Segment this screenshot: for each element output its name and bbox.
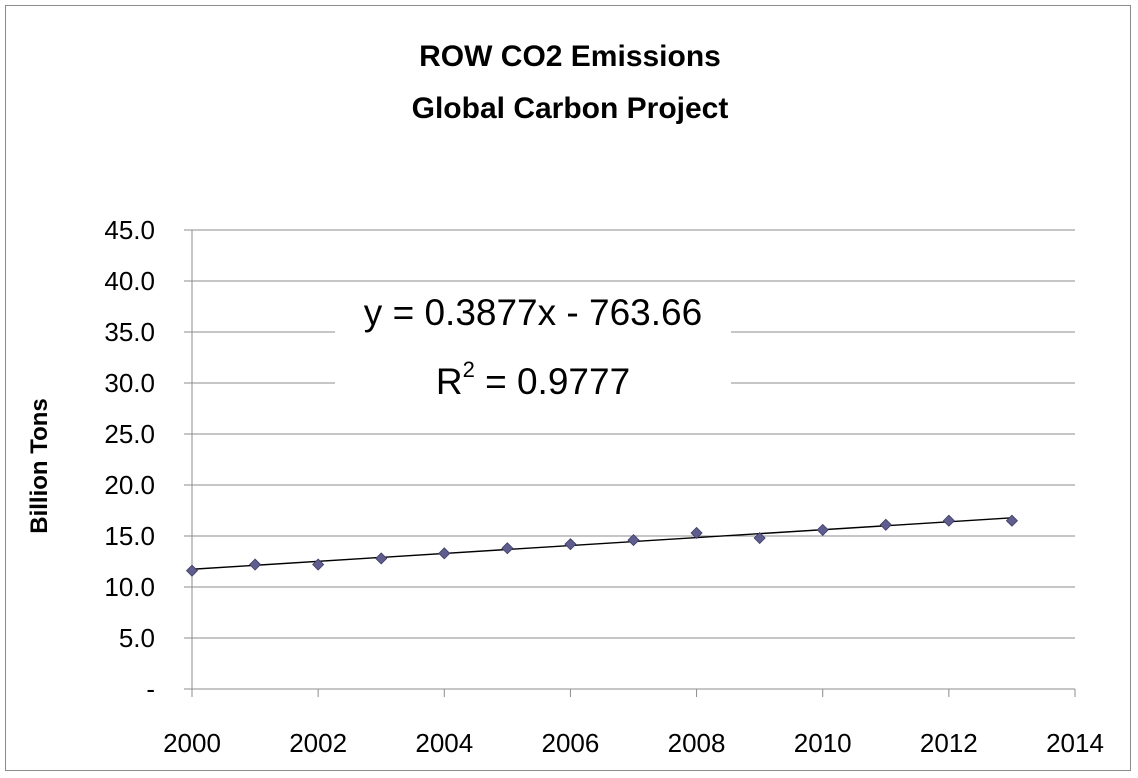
data-point	[1005, 514, 1018, 527]
data-point	[627, 534, 640, 547]
x-tick-label: 2010	[794, 728, 852, 758]
x-tick-label: 2014	[1046, 728, 1104, 758]
r-squared-symbol: R	[436, 361, 463, 402]
y-tick-label: 30.0	[104, 368, 155, 398]
chart-subtitle: Global Carbon Project	[412, 92, 729, 125]
linear-trendline	[191, 517, 1012, 570]
x-tick-label: 2006	[542, 728, 600, 758]
data-point	[942, 514, 955, 527]
y-tick-labels: - 5.0 10.0 15.0 20.0 25.0 30.0 35.0 40.0 45.0	[104, 215, 155, 704]
y-tick-label: 10.0	[104, 572, 155, 602]
y-tick-label: 20.0	[104, 470, 155, 500]
data-points	[185, 514, 1018, 577]
x-tick-label: 2004	[415, 728, 473, 758]
trendline-equation: y = 0.3877x - 763.66	[364, 292, 702, 333]
r-squared-label: R2 = 0.9777	[436, 357, 630, 402]
data-point	[438, 547, 451, 560]
chart-title: ROW CO2 Emissions	[419, 40, 721, 73]
data-point	[312, 558, 325, 571]
r-squared-value: = 0.9777	[475, 361, 630, 402]
data-point	[375, 552, 388, 565]
axes	[184, 229, 1076, 697]
y-tick-label: 15.0	[104, 521, 155, 551]
x-tick-label: 2008	[668, 728, 726, 758]
y-axis-title: Billion Tons	[26, 398, 53, 534]
data-point	[753, 531, 766, 545]
trendline-layer	[191, 517, 1012, 570]
x-tick-label: 2000	[163, 728, 221, 758]
y-tick-label: 35.0	[104, 317, 155, 347]
data-point	[564, 538, 577, 551]
data-point	[249, 558, 262, 571]
r-squared-exponent: 2	[463, 357, 475, 382]
x-tick-label: 2002	[289, 728, 347, 758]
y-tick-label: 40.0	[104, 266, 155, 296]
data-point	[879, 518, 892, 531]
data-point	[816, 523, 829, 536]
equation-label-background	[335, 286, 731, 406]
x-tick-label: 2012	[920, 728, 978, 758]
data-point	[690, 526, 703, 540]
y-tick-label: -	[146, 674, 155, 704]
y-tick-label: 5.0	[119, 623, 155, 653]
x-tick-labels: 2000 2002 2004 2006 2008 2010 2012 2014	[163, 728, 1104, 758]
data-point	[185, 564, 199, 577]
data-point	[501, 542, 514, 555]
y-tick-label: 45.0	[104, 215, 155, 245]
y-tick-label: 25.0	[104, 419, 155, 449]
